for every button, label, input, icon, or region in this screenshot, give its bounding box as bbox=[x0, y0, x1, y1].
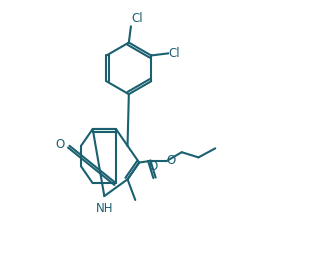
Text: O: O bbox=[167, 154, 176, 167]
Text: O: O bbox=[55, 138, 65, 151]
Text: O: O bbox=[149, 160, 158, 173]
Text: Cl: Cl bbox=[169, 47, 180, 60]
Text: Cl: Cl bbox=[132, 12, 143, 25]
Text: NH: NH bbox=[96, 202, 113, 215]
